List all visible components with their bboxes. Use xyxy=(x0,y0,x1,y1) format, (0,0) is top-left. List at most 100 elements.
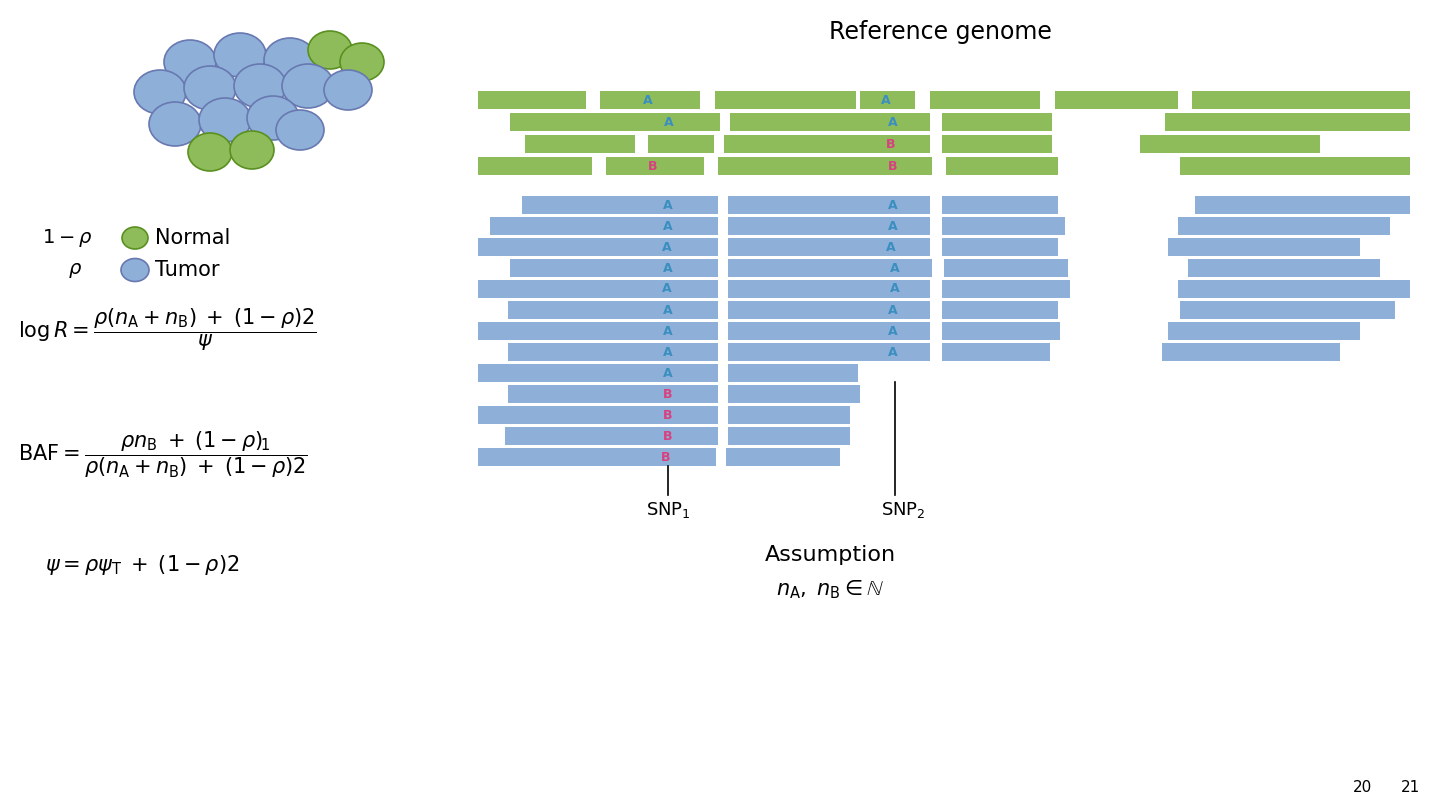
Bar xyxy=(942,217,1066,235)
Bar xyxy=(620,322,718,340)
Bar xyxy=(942,135,1053,153)
Bar xyxy=(860,91,915,109)
Bar xyxy=(510,113,623,131)
Text: $\mathrm{BAF} = \dfrac{\rho n_{\mathrm{B}}\;+\;(1-\rho)_{\!1}}{\rho\left(n_{\mat: $\mathrm{BAF} = \dfrac{\rho n_{\mathrm{B… xyxy=(19,430,308,481)
Bar xyxy=(728,301,858,319)
Bar xyxy=(856,135,930,153)
Text: B: B xyxy=(663,388,673,400)
Bar xyxy=(477,364,620,382)
Bar xyxy=(861,259,932,277)
Text: Reference genome: Reference genome xyxy=(828,20,1051,44)
Text: B: B xyxy=(889,159,897,172)
Bar xyxy=(858,343,930,361)
Bar xyxy=(600,91,700,109)
Bar xyxy=(623,217,718,235)
Bar xyxy=(728,280,861,298)
Ellipse shape xyxy=(276,110,324,150)
Ellipse shape xyxy=(188,133,232,171)
Bar xyxy=(728,196,858,214)
Text: A: A xyxy=(661,240,672,253)
Text: $\psi = \rho\psi_{\mathrm{T}}\;+\;(1-\rho)2$: $\psi = \rho\psi_{\mathrm{T}}\;+\;(1-\rh… xyxy=(45,553,240,577)
Text: Assumption: Assumption xyxy=(765,545,896,565)
Bar xyxy=(477,157,592,175)
Text: $\rho$: $\rho$ xyxy=(68,260,82,279)
Bar xyxy=(930,91,1040,109)
Bar xyxy=(477,406,620,424)
Bar xyxy=(620,238,718,256)
Text: $1-\rho$: $1-\rho$ xyxy=(42,227,92,249)
Bar xyxy=(726,448,840,466)
Bar xyxy=(942,280,1070,298)
Bar xyxy=(728,406,850,424)
Text: B: B xyxy=(663,430,673,443)
Text: SNP$_2$: SNP$_2$ xyxy=(880,500,925,520)
Bar xyxy=(508,301,620,319)
Text: A: A xyxy=(661,282,672,295)
Text: A: A xyxy=(889,324,897,337)
Bar xyxy=(505,427,620,445)
Bar xyxy=(623,196,718,214)
Bar xyxy=(728,385,860,403)
Bar xyxy=(718,157,856,175)
Bar xyxy=(522,196,623,214)
Text: A: A xyxy=(889,303,897,316)
Text: A: A xyxy=(890,261,900,274)
Ellipse shape xyxy=(234,64,286,108)
Bar xyxy=(618,448,716,466)
Bar xyxy=(525,135,636,153)
Text: A: A xyxy=(889,116,897,129)
Text: A: A xyxy=(663,219,673,232)
Bar xyxy=(942,196,1058,214)
Text: B: B xyxy=(663,409,673,421)
Bar xyxy=(510,259,623,277)
Ellipse shape xyxy=(247,96,299,140)
Text: $n_{\mathrm{A}},\; n_{\mathrm{B}} \in \mathbb{N}$: $n_{\mathrm{A}},\; n_{\mathrm{B}} \in \m… xyxy=(777,578,884,601)
Text: 21: 21 xyxy=(1401,780,1419,795)
Bar xyxy=(620,280,718,298)
Ellipse shape xyxy=(122,227,148,249)
Bar xyxy=(858,301,930,319)
Bar xyxy=(1181,301,1395,319)
Bar xyxy=(942,343,1050,361)
Bar xyxy=(1195,196,1411,214)
Bar xyxy=(477,91,587,109)
Bar xyxy=(623,113,720,131)
Bar xyxy=(728,217,858,235)
Text: A: A xyxy=(663,198,673,211)
Bar xyxy=(623,259,718,277)
Bar xyxy=(856,157,932,175)
Text: $\log R = \dfrac{\rho\left(n_{\mathrm{A}}+n_{\mathrm{B}}\right)\;+\;(1-\rho)2}{\: $\log R = \dfrac{\rho\left(n_{\mathrm{A}… xyxy=(19,307,316,354)
Bar xyxy=(1181,157,1411,175)
Text: B: B xyxy=(649,159,657,172)
Bar xyxy=(946,157,1058,175)
Ellipse shape xyxy=(308,31,352,69)
Ellipse shape xyxy=(121,259,150,282)
Text: A: A xyxy=(663,345,673,358)
Bar xyxy=(1140,135,1320,153)
Bar xyxy=(620,406,718,424)
Ellipse shape xyxy=(282,64,334,108)
Bar xyxy=(508,343,623,361)
Ellipse shape xyxy=(214,33,266,77)
Text: SNP$_1$: SNP$_1$ xyxy=(646,500,690,520)
Bar xyxy=(728,364,858,382)
Bar xyxy=(477,448,618,466)
Bar xyxy=(1055,91,1178,109)
Ellipse shape xyxy=(184,66,236,110)
Bar xyxy=(942,322,1060,340)
Bar xyxy=(858,322,930,340)
Bar xyxy=(620,385,718,403)
Bar xyxy=(943,259,1068,277)
Text: Tumor: Tumor xyxy=(155,260,220,280)
Bar xyxy=(861,280,930,298)
Text: A: A xyxy=(643,94,653,107)
Bar xyxy=(942,113,1053,131)
Ellipse shape xyxy=(265,38,316,82)
Text: A: A xyxy=(886,240,896,253)
Text: 20: 20 xyxy=(1352,780,1372,795)
Ellipse shape xyxy=(230,131,275,169)
Bar xyxy=(477,322,620,340)
Bar xyxy=(942,238,1058,256)
Text: Normal: Normal xyxy=(155,228,230,248)
Bar xyxy=(1168,238,1360,256)
